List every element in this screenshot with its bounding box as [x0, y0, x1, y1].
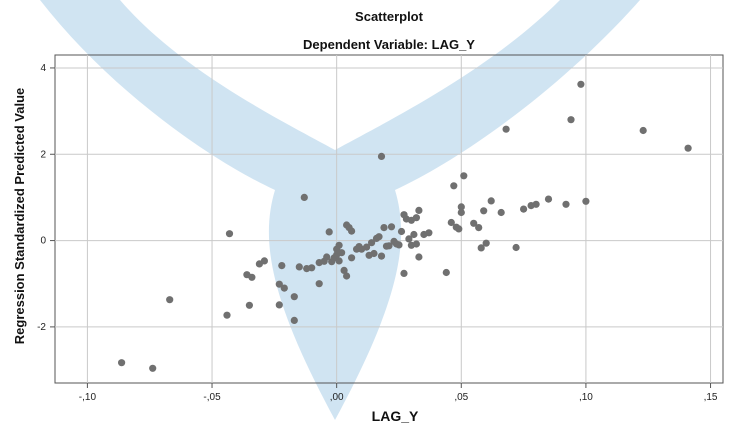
watermark-wing-shape — [40, 0, 640, 420]
data-point — [348, 227, 356, 235]
data-point — [415, 206, 423, 214]
data-point — [395, 241, 403, 249]
data-point — [532, 200, 540, 208]
data-point — [457, 203, 465, 211]
x-tick-label: ,15 — [704, 392, 718, 403]
data-point — [567, 116, 575, 124]
data-point — [335, 241, 343, 249]
y-tick-label: 2 — [40, 149, 46, 160]
chart-subtitle: Dependent Variable: LAG_Y — [303, 37, 475, 52]
data-point — [290, 293, 298, 301]
watermark-inner-shape — [200, 0, 470, 100]
data-point — [380, 224, 388, 232]
data-point — [368, 239, 376, 247]
data-point — [387, 223, 396, 231]
data-point — [280, 284, 288, 292]
data-point — [225, 230, 234, 238]
data-point — [348, 254, 356, 262]
data-point — [278, 262, 286, 270]
data-point — [562, 200, 570, 208]
x-tick-label: ,00 — [330, 392, 344, 403]
data-points — [118, 80, 692, 372]
data-point — [223, 311, 231, 319]
y-tick-label: -2 — [37, 322, 46, 333]
data-point — [275, 280, 283, 288]
plot-area — [54, 54, 724, 384]
data-point — [475, 224, 483, 232]
x-tick-label: -,10 — [79, 392, 97, 403]
watermark-logo — [40, 0, 640, 420]
x-tick-label: ,10 — [579, 392, 593, 403]
data-point — [370, 249, 378, 258]
data-point — [577, 80, 585, 88]
data-point — [397, 227, 406, 236]
data-point — [480, 207, 488, 215]
data-point — [482, 239, 490, 247]
data-point — [405, 235, 413, 243]
data-point — [502, 125, 510, 133]
y-tick-label: 4 — [40, 63, 46, 74]
chart-title: Scatterplot — [355, 9, 424, 24]
data-point — [260, 257, 268, 265]
data-point — [512, 243, 520, 252]
data-point — [323, 253, 331, 261]
data-point — [639, 126, 647, 135]
data-point — [415, 253, 423, 261]
data-point — [447, 218, 455, 227]
data-point — [315, 280, 323, 288]
data-point — [377, 252, 386, 260]
data-point — [248, 273, 256, 281]
data-point — [470, 219, 478, 227]
data-point — [520, 205, 528, 213]
grid-lines — [55, 55, 723, 383]
data-point — [544, 195, 553, 203]
data-point — [290, 316, 298, 324]
data-point — [450, 182, 458, 190]
data-point — [295, 263, 303, 271]
x-axis-label: LAG_Y — [372, 408, 419, 424]
data-point — [477, 244, 485, 252]
data-point — [166, 296, 174, 304]
data-point — [460, 172, 468, 180]
x-tick-label: ,05 — [454, 392, 468, 403]
data-point — [385, 242, 393, 250]
data-point — [410, 230, 418, 239]
data-point — [149, 364, 157, 372]
data-point — [487, 197, 495, 205]
data-point — [400, 269, 408, 277]
data-point — [457, 208, 465, 217]
data-point — [338, 249, 346, 257]
data-point — [455, 225, 463, 233]
data-point — [343, 272, 351, 280]
data-point — [335, 257, 343, 265]
data-point — [497, 208, 505, 217]
data-point — [375, 233, 383, 241]
data-point — [412, 214, 420, 222]
data-point — [340, 266, 348, 274]
data-point — [275, 301, 283, 309]
data-point — [412, 240, 420, 248]
x-tick-label: -,05 — [203, 392, 221, 403]
y-tick-label: 0 — [40, 236, 46, 247]
data-point — [325, 228, 333, 236]
data-point — [582, 197, 590, 205]
y-axis-label: Regression Standardized Predicted Value — [12, 88, 27, 344]
data-point — [118, 359, 126, 367]
data-point — [245, 301, 253, 309]
axis-ticks: -,10 -,05 ,00 ,05 ,10 ,15 -2 0 2 4 — [37, 63, 718, 403]
data-point — [377, 152, 386, 160]
data-point — [425, 229, 433, 237]
data-point — [363, 243, 371, 251]
data-point — [308, 264, 316, 272]
data-point — [442, 268, 450, 277]
data-point — [684, 144, 692, 152]
data-point — [300, 193, 308, 201]
